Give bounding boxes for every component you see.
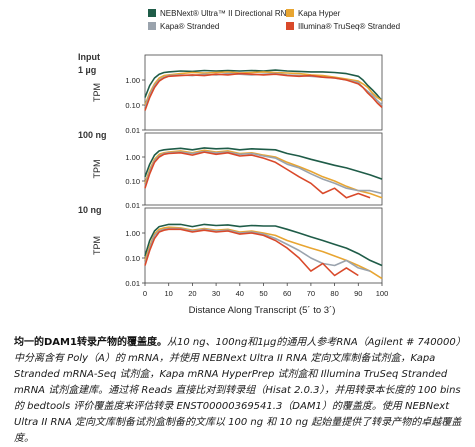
x-tick-label: 50 (259, 289, 267, 298)
panel: 1.00 0.10 0.01 TPM Input 1 µg (78, 52, 383, 135)
x-tick-label: 10 (165, 289, 173, 298)
panel-label: Input (78, 52, 100, 62)
y-tick-label: 0.01 (125, 279, 140, 288)
panel-label: 1 µg (78, 65, 96, 75)
x-tick-label: 40 (236, 289, 244, 298)
caption-title: 均一的DAM1转录产物的覆盖度。 (14, 337, 167, 348)
panel-label: 10 ng (78, 205, 102, 215)
y-tick-label: 0.10 (125, 254, 140, 263)
y-tick-label: 1.00 (125, 229, 140, 238)
x-tick-label: 100 (376, 289, 389, 298)
y-tick-label: 0.10 (125, 101, 140, 110)
series-line (144, 69, 383, 102)
legend-label: Kapa® Stranded (160, 22, 219, 31)
x-tick-label: 90 (354, 289, 362, 298)
legend-swatch (148, 9, 156, 17)
legend-swatch (286, 22, 294, 30)
x-tick-label: 0 (143, 289, 147, 298)
y-axis-label: TPM (92, 83, 102, 102)
chart-legend: NEBNext® Ultra™ II Directional RNA Kapa H… (148, 9, 400, 31)
x-tick-label: 60 (283, 289, 291, 298)
panel-label: 100 ng (78, 130, 107, 140)
panel: 1.00 0.10 0.01 TPM 100 ng (78, 130, 383, 210)
panel-frame (144, 207, 383, 284)
x-axis: 0 10 20 30 40 50 60 70 80 90 100 (143, 283, 388, 298)
caption-body: 从10 ng、100ng和1μg的通用人参考RNA（Agilent # 7400… (14, 337, 462, 444)
x-axis-label: Distance Along Transcript (5´ to 3´) (189, 305, 336, 316)
y-tick-label: 1.00 (125, 153, 140, 162)
series-line (144, 71, 383, 106)
panel: 1.00 0.10 0.01 TPM 10 ng (78, 205, 383, 288)
panel-frame (144, 132, 383, 206)
x-tick-label: 70 (307, 289, 315, 298)
x-tick-label: 20 (188, 289, 196, 298)
legend-label: Illumina® TruSeq® Stranded (298, 22, 400, 31)
series-line (144, 223, 383, 267)
panel-frame (144, 54, 383, 131)
series-line (144, 72, 383, 111)
series-line (144, 226, 383, 280)
y-tick-label: 0.10 (125, 177, 140, 186)
legend-swatch (148, 22, 156, 30)
legend-label: NEBNext® Ultra™ II Directional RNA (160, 9, 292, 18)
series-line (144, 227, 371, 272)
coverage-figure: NEBNext® Ultra™ II Directional RNA Kapa H… (78, 9, 400, 316)
series-line (144, 151, 371, 199)
y-tick-label: 1.00 (125, 76, 140, 85)
y-axis-label: TPM (92, 236, 102, 255)
y-axis-label: TPM (92, 160, 102, 179)
figure-caption: 均一的DAM1转录产物的覆盖度。从10 ng、100ng和1μg的通用人参考RN… (14, 335, 464, 447)
x-tick-label: 80 (330, 289, 338, 298)
y-tick-label: 0.01 (125, 201, 140, 210)
x-tick-label: 30 (212, 289, 220, 298)
y-tick-label: 0.01 (125, 126, 140, 135)
series-line (144, 228, 359, 277)
series-line (144, 147, 383, 180)
legend-label: Kapa Hyper (298, 9, 341, 18)
legend-swatch (286, 9, 294, 17)
